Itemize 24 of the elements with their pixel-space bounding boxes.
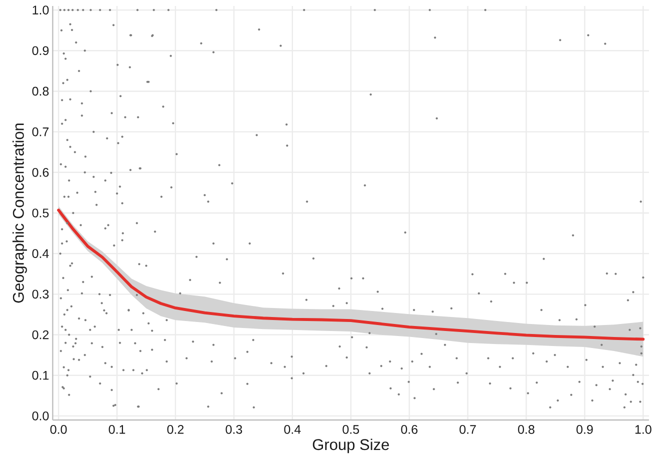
x-tick-label: 0.4 <box>284 425 301 434</box>
x-tick-label: 0.1 <box>108 425 126 434</box>
x-tick-label: 0.7 <box>460 425 476 434</box>
y-tick-label: 0.5 <box>32 208 49 218</box>
x-tick-label: 0.9 <box>576 425 593 434</box>
y-tick-label: 0.2 <box>32 330 49 340</box>
y-tick-label: 0.6 <box>32 168 49 177</box>
y-tick-label: 0.4 <box>32 249 49 258</box>
x-tick-label: 0.3 <box>226 425 242 434</box>
x-axis-title: Group Size <box>312 438 389 454</box>
x-tick-label: 0.5 <box>342 425 360 434</box>
y-tick-label: 0.7 <box>32 127 49 136</box>
y-tick-label: 0.9 <box>32 46 49 56</box>
y-axis-title: Geographic Concentration <box>12 124 27 303</box>
x-tick-label: 0.6 <box>401 425 418 434</box>
y-tick-label: 0.3 <box>32 290 49 299</box>
x-tick-label: 0.2 <box>167 425 184 434</box>
y-tick-label: 0.8 <box>32 86 49 96</box>
x-tick-label: 0.8 <box>518 425 534 434</box>
y-tick-label: 1.0 <box>32 6 49 14</box>
y-tick-label: 0.0 <box>32 412 49 420</box>
y-tick-label: 0.1 <box>32 370 49 380</box>
x-tick-label: 1.0 <box>635 425 652 434</box>
x-tick-label: 0.0 <box>50 425 67 434</box>
